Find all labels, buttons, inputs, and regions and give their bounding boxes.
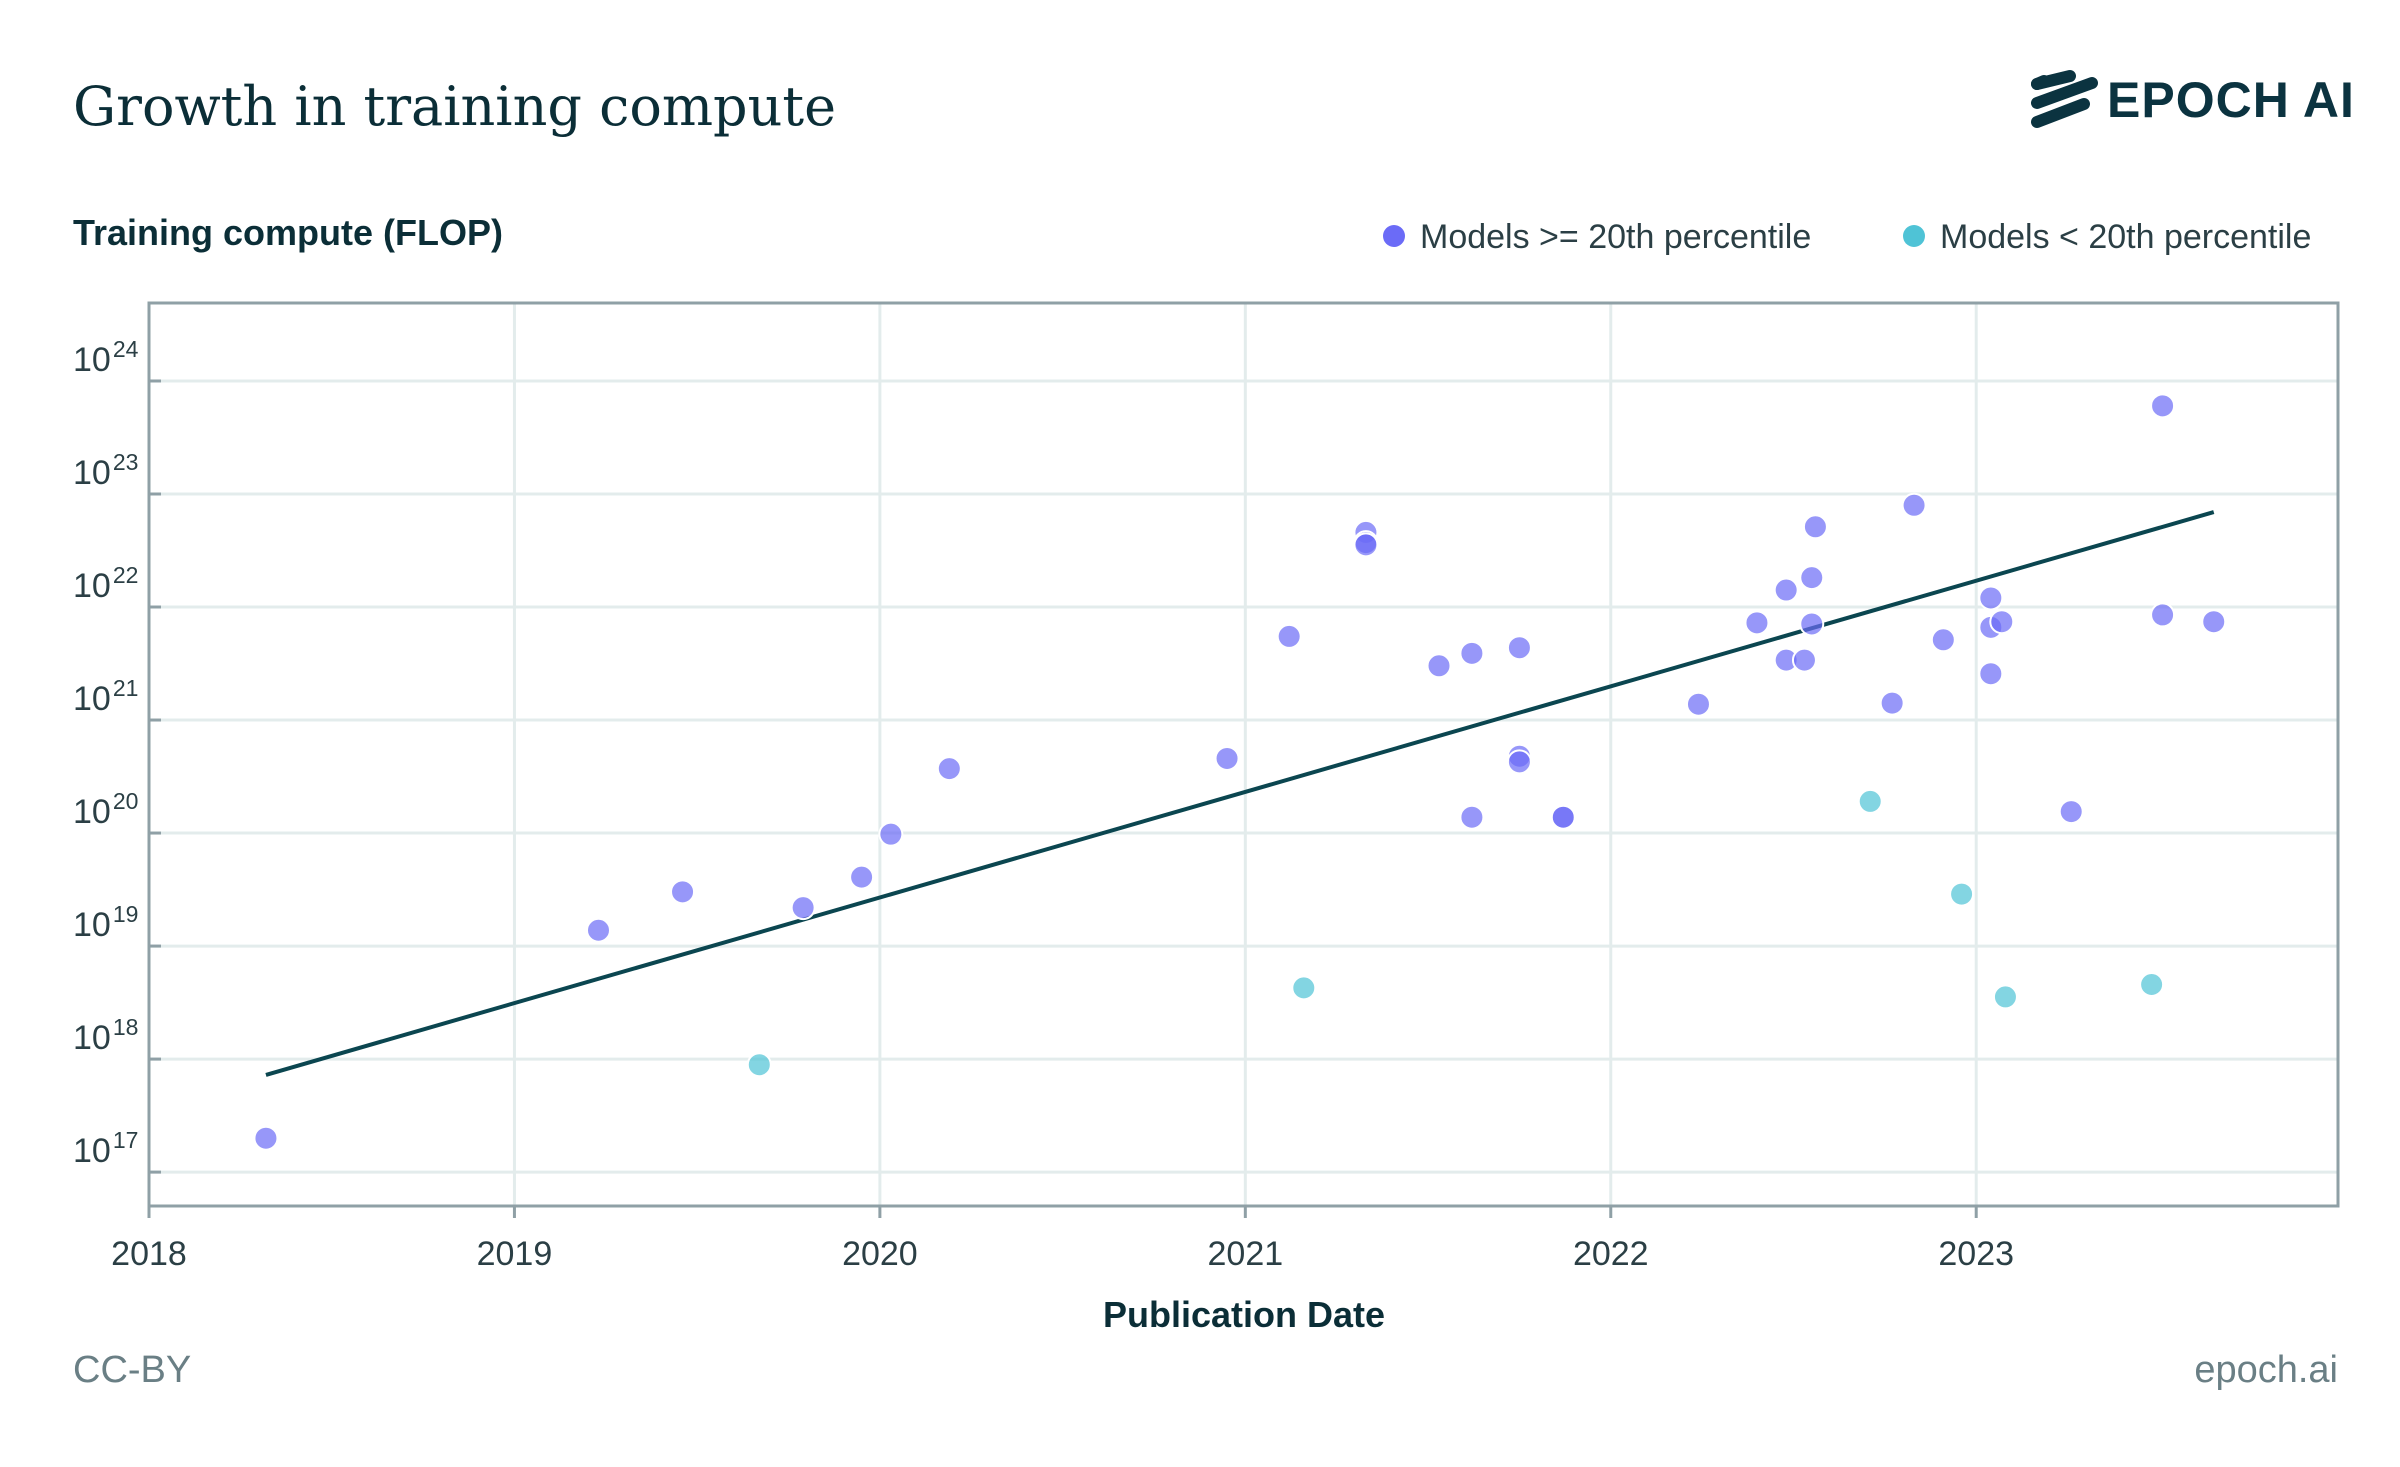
y-tick-base: 10: [73, 793, 111, 831]
data-point-high: [2150, 393, 2176, 419]
data-point-high: [1459, 804, 1485, 830]
data-point-high: [1426, 653, 1452, 679]
data-point-high: [1989, 609, 2015, 635]
x-axis-label: Publication Date: [1103, 1294, 1385, 1335]
data-point-high: [1276, 623, 1302, 649]
legend-label-low: Models < 20th percentile: [1940, 218, 2311, 256]
trend-line: [265, 510, 2215, 1077]
y-tick-exponent: 24: [113, 336, 139, 362]
y-tick-label: 1024: [73, 336, 139, 379]
y-axis-label: Training compute (FLOP): [73, 212, 503, 253]
site-link[interactable]: epoch.ai: [2194, 1349, 2338, 1391]
gridlines: [147, 303, 2338, 1206]
data-point-high: [1353, 532, 1379, 558]
x-tick-label: 2019: [477, 1235, 553, 1273]
data-point-low: [1992, 984, 2018, 1010]
data-point-high: [1459, 640, 1485, 666]
legend-marker-high: [1383, 225, 1405, 247]
y-tick-exponent: 21: [113, 675, 139, 701]
data-point-high: [253, 1125, 279, 1151]
data-point-high: [1901, 492, 1927, 518]
x-tick-label: 2022: [1573, 1235, 1649, 1273]
license-label: CC-BY: [73, 1349, 191, 1391]
y-tick-base: 10: [73, 1132, 111, 1170]
data-point-high: [1744, 610, 1770, 636]
y-tick-exponent: 19: [113, 901, 139, 927]
data-point-low: [2139, 971, 2165, 997]
data-point-high: [1879, 690, 1905, 716]
y-tick-exponent: 18: [113, 1014, 139, 1040]
data-point-high: [1685, 691, 1711, 717]
data-point-low: [746, 1052, 772, 1078]
y-tick-label: 1018: [73, 1014, 138, 1057]
y-tick-base: 10: [73, 906, 111, 944]
data-point-low: [1857, 788, 1883, 814]
data-point-high: [878, 821, 904, 847]
x-tick-label: 2021: [1208, 1235, 1284, 1273]
data-point-high: [1799, 611, 1825, 637]
data-point-high: [1550, 804, 1576, 830]
y-tick-exponent: 20: [113, 788, 139, 814]
legend: Models >= 20th percentile Models < 20th …: [1383, 218, 2311, 256]
data-point-high: [936, 756, 962, 782]
data-point-low: [1949, 881, 1975, 907]
data-point-high: [1799, 565, 1825, 591]
y-tick-label: 1023: [73, 449, 138, 492]
data-point-high: [849, 864, 875, 890]
data-point-high: [1802, 514, 1828, 540]
data-point-high: [1791, 647, 1817, 673]
x-axis: 2018 2019 2020 2021 2022 2023: [111, 1206, 2014, 1273]
y-tick-exponent: 17: [113, 1127, 139, 1153]
legend-label-high: Models >= 20th percentile: [1420, 218, 1811, 256]
y-tick-label: 1019: [73, 901, 138, 944]
data-point-high: [1978, 661, 2004, 687]
logo-text: EPOCH AI: [2107, 72, 2355, 128]
series-low: [746, 788, 2165, 1078]
x-tick-label: 2023: [1938, 1235, 2014, 1273]
y-tick-base: 10: [73, 567, 111, 605]
y-tick-exponent: 23: [113, 449, 139, 475]
logo-stroke: [2031, 77, 2098, 109]
plot-frame: [147, 301, 2340, 1208]
data-point-high: [1978, 585, 2004, 611]
data-point-high: [1214, 745, 1240, 771]
legend-marker-low: [1903, 225, 1925, 247]
epoch-ai-logo: EPOCH AI: [2031, 70, 2355, 128]
y-tick-label: 1021: [73, 675, 138, 718]
y-tick-exponent: 22: [113, 562, 139, 588]
y-tick-base: 10: [73, 341, 111, 379]
data-point-high: [1773, 577, 1799, 603]
x-tick-label: 2018: [111, 1235, 187, 1273]
y-tick-label: 1022: [73, 562, 138, 605]
logo-stroke: [2031, 98, 2090, 128]
data-point-high: [1930, 627, 1956, 653]
data-point-high: [1506, 749, 1532, 775]
y-tick-base: 10: [73, 1019, 111, 1057]
logo-stroke: [2031, 70, 2076, 90]
data-point-high: [2058, 799, 2084, 825]
y-tick-base: 10: [73, 680, 111, 718]
chart-title: Growth in training compute: [73, 75, 836, 138]
x-tick-label: 2020: [842, 1235, 918, 1273]
data-point-high: [2201, 609, 2227, 635]
data-points: [253, 393, 2227, 1151]
data-point-high: [670, 879, 696, 905]
data-point-high: [2150, 602, 2176, 628]
data-point-low: [1291, 975, 1317, 1001]
data-point-high: [790, 895, 816, 921]
y-tick-base: 10: [73, 454, 111, 492]
y-tick-label: 1017: [73, 1127, 138, 1170]
y-tick-label: 1020: [73, 788, 138, 831]
series-high: [253, 393, 2227, 1151]
data-point-high: [585, 917, 611, 943]
data-point-high: [1506, 635, 1532, 661]
